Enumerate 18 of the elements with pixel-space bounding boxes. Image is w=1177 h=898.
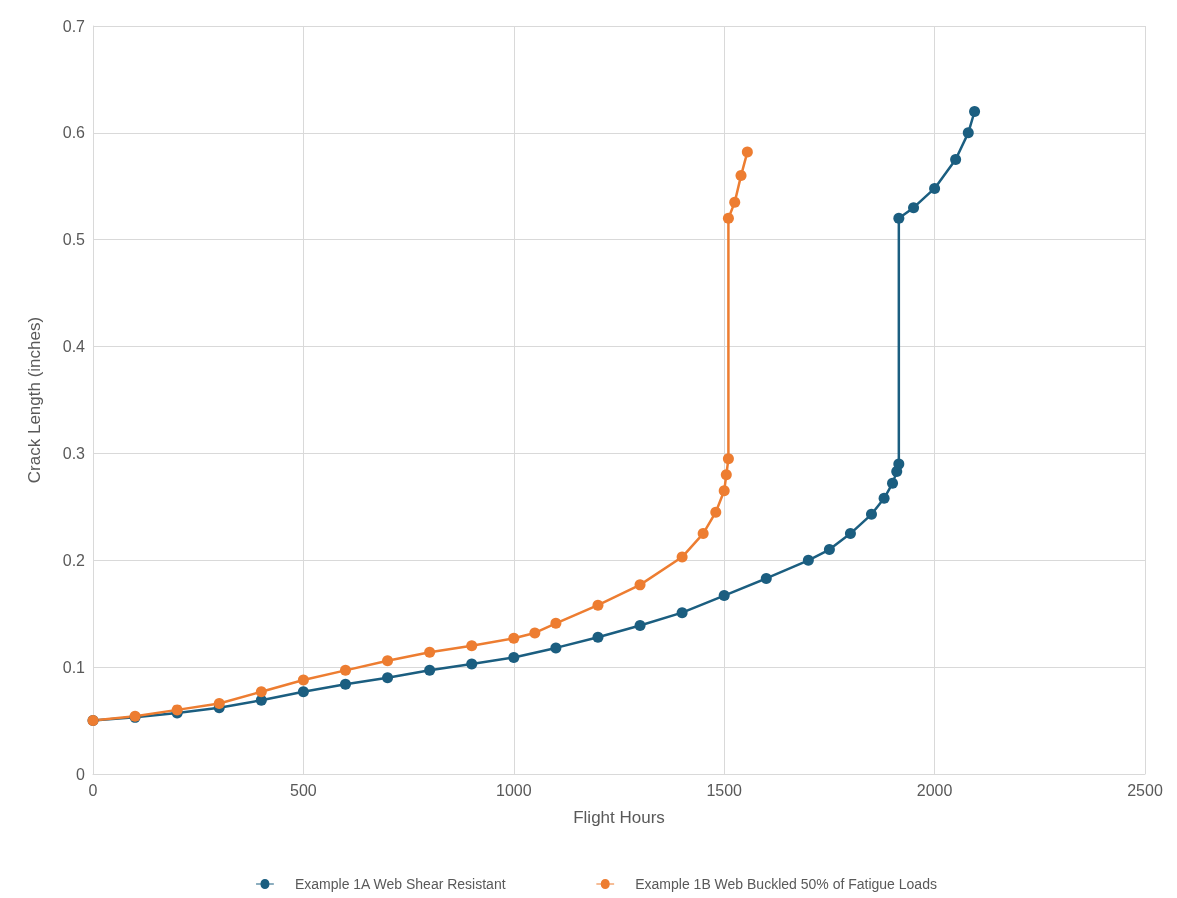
x-tick-label: 1500: [706, 781, 743, 799]
y-tick-label: 0.5: [62, 231, 86, 249]
legend-label: Example 1A Web Shear Resistant: [294, 876, 506, 892]
x-tick-label: 0: [88, 781, 98, 799]
y-tick-label: 0.4: [62, 338, 86, 356]
y-tick-label: 0.2: [62, 551, 86, 569]
x-tick-label: 500: [290, 781, 317, 799]
y-axis-title: Crack Length (inches): [25, 316, 44, 484]
y-tick-label: 0.3: [62, 444, 86, 462]
x-tick-label: 2500: [1127, 781, 1163, 799]
y-tick-label: 0: [76, 765, 86, 783]
x-tick-label: 1000: [496, 781, 532, 799]
y-tick-label: 0.1: [62, 658, 86, 676]
x-axis-title: Flight Hours: [573, 808, 665, 827]
y-tick-label: 0.7: [62, 17, 86, 35]
legend-label: Example 1B Web Buckled 50% of Fatigue Loads: [635, 876, 937, 892]
y-tick-label: 0.6: [62, 124, 86, 142]
x-tick-label: 2000: [916, 781, 953, 799]
